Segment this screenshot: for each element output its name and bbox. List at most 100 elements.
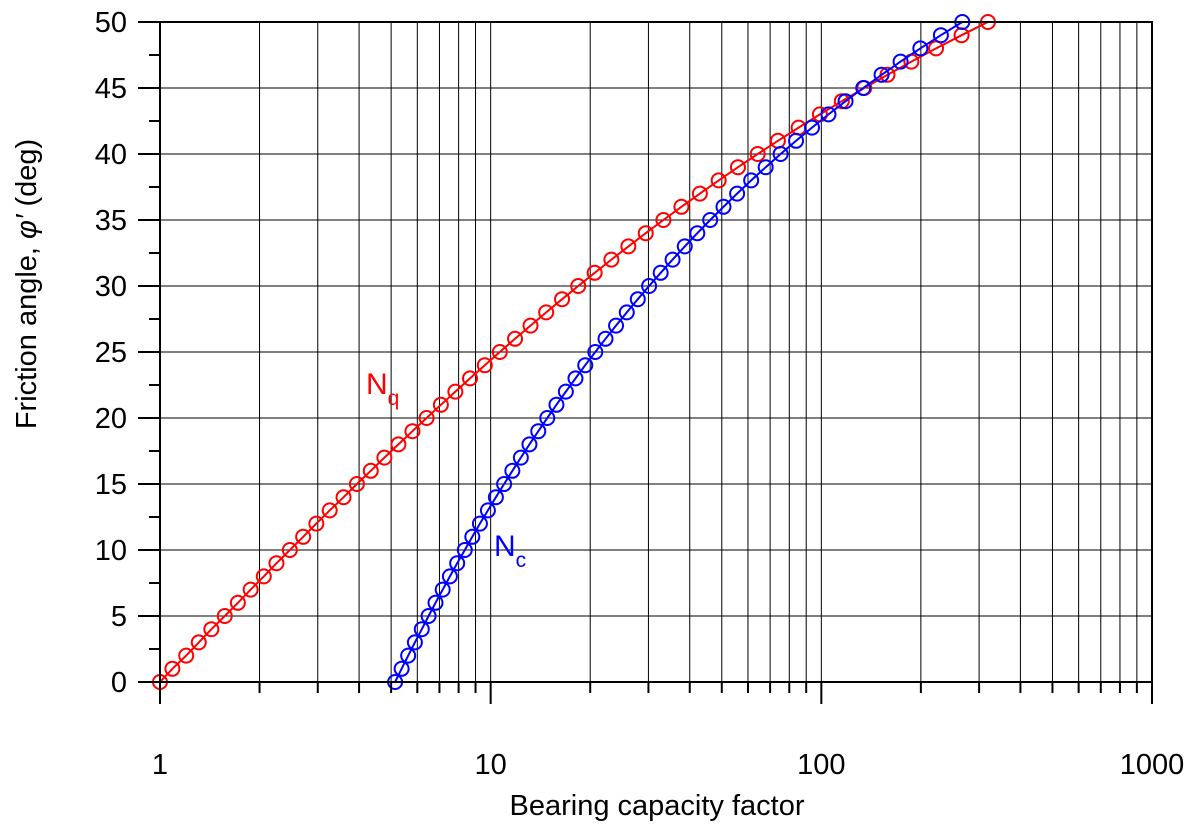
data-point xyxy=(479,502,496,519)
data-point xyxy=(554,291,571,308)
data-point xyxy=(788,132,805,149)
data-point xyxy=(420,608,437,624)
data-point xyxy=(539,410,556,426)
x-tick-label: 100 xyxy=(797,749,845,781)
y-tick-label: 45 xyxy=(95,73,127,105)
data-point xyxy=(441,568,458,585)
y-axis-title-symbol: φ′ xyxy=(11,213,43,239)
data-point xyxy=(577,357,594,374)
data-point xyxy=(743,172,760,189)
nq-label-sub: q xyxy=(388,387,400,410)
data-point xyxy=(496,476,513,492)
y-axis-title: Friction angle, φ′ (deg) xyxy=(11,139,43,429)
x-tick-label: 1000 xyxy=(1120,749,1185,781)
data-point xyxy=(242,581,259,598)
data-point xyxy=(873,66,890,83)
data-point xyxy=(673,198,690,215)
y-tick-label: 25 xyxy=(95,337,127,369)
data-point xyxy=(932,27,949,44)
nc-label-main: N xyxy=(494,530,516,563)
data-point xyxy=(406,634,423,651)
data-point xyxy=(629,291,646,308)
y-tick-label: 30 xyxy=(95,271,127,303)
data-point xyxy=(538,304,555,321)
x-tick-label: 10 xyxy=(475,749,507,781)
data-point xyxy=(268,555,285,572)
y-tick-label: 35 xyxy=(95,205,127,237)
data-point xyxy=(432,396,449,413)
series-nc xyxy=(387,14,971,690)
data-point xyxy=(229,594,246,611)
data-point xyxy=(393,660,410,677)
data-point xyxy=(471,515,488,532)
data-point xyxy=(335,489,352,506)
data-point xyxy=(641,278,658,294)
data-point xyxy=(837,93,854,110)
data-point xyxy=(620,238,637,255)
data-point xyxy=(749,146,766,162)
x-tick-label: 1 xyxy=(152,749,168,781)
data-point xyxy=(729,185,746,202)
data-point xyxy=(652,264,669,281)
y-tick-label: 5 xyxy=(111,601,127,633)
data-point xyxy=(462,370,479,387)
data-point xyxy=(427,594,444,611)
y-tick-label: 50 xyxy=(95,7,127,39)
data-point xyxy=(295,528,312,545)
data-point xyxy=(603,251,620,268)
data-point xyxy=(456,542,473,558)
y-tick-label: 10 xyxy=(95,535,127,567)
data-point xyxy=(413,621,430,638)
data-point xyxy=(586,264,603,281)
data-point xyxy=(390,436,407,453)
data-point xyxy=(507,330,524,347)
data-point xyxy=(281,542,298,558)
data-point xyxy=(521,436,538,453)
data-point xyxy=(691,185,708,202)
data-point xyxy=(190,634,207,651)
data-point xyxy=(491,344,508,360)
grid-lines xyxy=(160,22,1152,682)
data-point xyxy=(522,317,539,334)
y-axis-ticks: 0 5 10 15 20 25 30 35 40 45 50 xyxy=(95,7,160,699)
data-point xyxy=(820,106,837,123)
data-point xyxy=(418,410,435,426)
data-point xyxy=(772,146,789,162)
data-point xyxy=(710,172,727,189)
nc-label-sub: c xyxy=(516,549,527,572)
nq-label-main: N xyxy=(366,368,388,401)
data-point xyxy=(464,528,481,545)
data-point xyxy=(487,489,504,506)
data-point xyxy=(376,449,393,466)
data-point xyxy=(729,159,746,176)
data-point xyxy=(689,225,706,242)
data-point xyxy=(504,462,521,479)
data-point xyxy=(702,212,719,228)
data-point xyxy=(530,423,547,440)
data-point xyxy=(637,225,654,242)
y-axis-title-suffix: (deg) xyxy=(11,139,43,215)
y-tick-label: 0 xyxy=(111,667,127,699)
y-axis-title-prefix: Friction angle, xyxy=(11,239,43,429)
data-point xyxy=(203,621,220,638)
data-point xyxy=(757,159,774,176)
y-tick-label: 15 xyxy=(95,469,127,501)
data-point xyxy=(892,53,909,70)
data-point xyxy=(548,396,565,413)
data-point xyxy=(400,647,417,664)
nq-series-label: Nq xyxy=(366,368,399,410)
x-axis-ticks: 1 10 100 1000 xyxy=(152,682,1184,781)
data-point xyxy=(597,330,614,347)
data-point xyxy=(178,647,195,664)
data-point xyxy=(912,40,929,57)
data-point xyxy=(618,304,635,321)
data-series xyxy=(152,14,996,690)
nc-series-label: Nc xyxy=(494,530,526,572)
data-point xyxy=(164,660,181,677)
data-point xyxy=(804,119,821,136)
data-point xyxy=(447,383,464,400)
data-point xyxy=(434,581,451,598)
data-point xyxy=(321,502,338,519)
data-point xyxy=(664,251,681,268)
x-axis-title: Bearing capacity factor xyxy=(510,790,805,822)
